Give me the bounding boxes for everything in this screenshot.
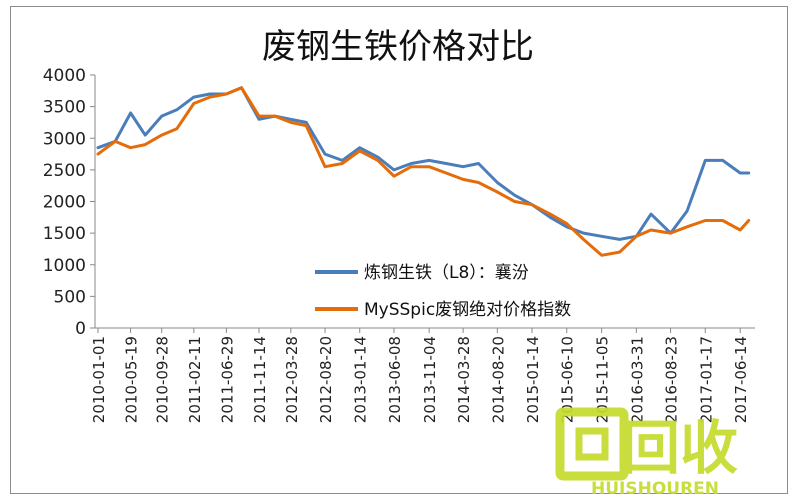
x-tick-label: 2012-08-20 (317, 336, 335, 423)
x-tick-label: 2014-03-28 (455, 336, 473, 423)
y-tick-label: 1000 (43, 256, 86, 276)
series-lines (96, 86, 751, 257)
watermark-logo: 回收 HUISHOUREN (555, 407, 738, 499)
x-tick-label: 2015-11-05 (594, 336, 612, 423)
chart-frame (10, 6, 788, 494)
x-tick-label: 2011-11-14 (251, 336, 269, 423)
y-tick-label: 3000 (43, 129, 86, 149)
chart-title: 废钢生铁价格对比 (262, 27, 534, 67)
x-tick-label: 2011-06-29 (218, 336, 236, 423)
x-tick-label: 2016-08-23 (663, 336, 681, 423)
axes (94, 75, 755, 329)
legend: 炼钢生铁（L8）：襄汾 MySSpic废钢绝对价格指数 (315, 262, 571, 320)
y-tick-label: 4000 (43, 66, 86, 86)
watermark-square-icon (555, 407, 629, 481)
x-tick-label: 2015-06-10 (559, 336, 577, 423)
series-line-pig-iron (96, 86, 751, 241)
x-tick-label: 2017-01-17 (697, 336, 715, 423)
legend-label-pig-iron: 炼钢生铁（L8）：襄汾 (364, 262, 529, 283)
x-tick-label: 2015-01-14 (524, 336, 542, 423)
x-tick-label: 2013-06-08 (386, 336, 404, 423)
x-tick-label: 2011-02-11 (186, 336, 204, 423)
x-tick-label: 2010-01-01 (90, 336, 108, 423)
y-tick-label: 0 (75, 319, 86, 339)
x-tick-label: 2012-03-28 (283, 336, 301, 423)
x-tick-label: 2013-11-04 (421, 336, 439, 423)
x-tick-label: 2014-08-20 (489, 336, 507, 423)
y-tick-label: 2000 (43, 193, 86, 213)
x-tick-label: 2017-06-14 (732, 336, 750, 423)
y-tick-label: 500 (54, 287, 86, 307)
y-axis-ticks: 0 500 1000 1500 2000 2500 3000 3500 4000 (43, 66, 95, 339)
watermark-main-text: 回收 (622, 414, 738, 482)
y-tick-label: 1500 (43, 224, 86, 244)
x-tick-label: 2010-09-28 (154, 336, 172, 423)
x-axis-ticks: 2010-01-01 2010-05-19 2010-09-28 2011-02-11… (90, 328, 750, 423)
series-line-scrap-index (96, 86, 751, 257)
x-tick-label: 2010-05-19 (123, 336, 141, 423)
x-tick-label: 2013-01-14 (352, 336, 370, 423)
legend-label-scrap-index: MySSpic废钢绝对价格指数 (364, 300, 571, 320)
watermark-sub-text: HUISHOUREN (591, 479, 719, 499)
y-tick-label: 2500 (43, 161, 86, 181)
watermark-inner-square-icon (575, 427, 609, 461)
x-tick-label: 2016-03-31 (628, 336, 646, 423)
y-tick-label: 3500 (43, 98, 86, 118)
